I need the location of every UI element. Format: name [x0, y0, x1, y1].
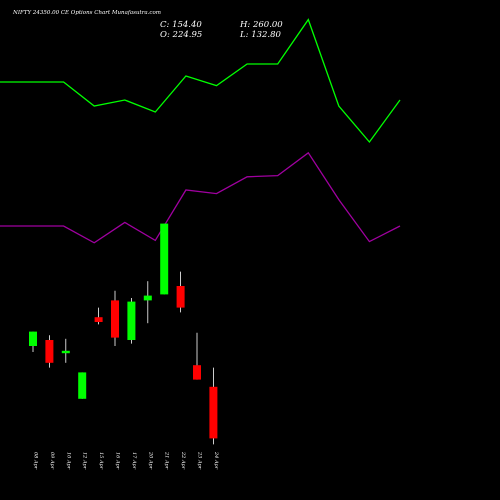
candle-body — [143, 295, 152, 301]
band-lines — [0, 18, 401, 244]
x-tick-label: 16 Apr — [115, 452, 121, 470]
x-tick-label: 10 Apr — [65, 452, 71, 470]
x-tick-label: 08 Apr — [33, 452, 39, 470]
candle-08-apr — [29, 331, 37, 352]
candles — [29, 223, 218, 445]
x-tick-label: 23 Apr — [197, 451, 203, 470]
x-tick-label: 22 Apr — [180, 451, 186, 470]
x-tick-label: 15 Apr — [98, 452, 104, 470]
candle-12-apr — [78, 372, 87, 399]
candle-body — [127, 301, 136, 340]
x-tick-label: 21 Apr — [164, 451, 170, 470]
candle-10-apr — [61, 338, 70, 363]
candle-body — [61, 350, 70, 354]
candle-15-apr — [94, 307, 103, 325]
open-value: O: 224.95 — [160, 30, 202, 40]
candle-16-apr — [111, 290, 119, 346]
candle-24-apr — [209, 367, 218, 445]
candle-body — [78, 372, 87, 399]
candle-20-apr — [143, 281, 152, 324]
high-value: H: 260.00 — [239, 20, 283, 30]
candle-body — [176, 286, 185, 308]
chart-title: NIFTY 24350.00 CE Options Chart Munafasu… — [12, 10, 161, 16]
candle-body — [193, 365, 201, 380]
x-tick-label: 20 Apr — [147, 451, 153, 470]
x-tick-label: 17 Apr — [131, 452, 137, 470]
x-tick-label: 24 Apr — [213, 451, 219, 470]
upper-band-line — [0, 18, 401, 144]
candle-body — [209, 386, 218, 439]
candle-17-apr — [127, 298, 136, 344]
x-tick-label: 12 Apr — [82, 452, 88, 470]
low-value: L: 132.80 — [239, 30, 282, 40]
candle-09-apr — [45, 335, 54, 368]
candle-23-apr — [193, 332, 201, 380]
candle-body — [94, 317, 103, 322]
candle-body — [29, 331, 37, 346]
candle-21-apr — [160, 223, 169, 295]
candle-body — [111, 300, 119, 338]
candle-body — [160, 223, 169, 295]
x-tick-label: 09 Apr — [49, 452, 55, 470]
close-value: C: 154.40 — [160, 20, 202, 30]
candle-22-apr — [176, 271, 185, 313]
candle-body — [45, 340, 54, 363]
x-axis-ticks: 08 Apr 09 Apr 10 Apr 12 Apr 15 Apr 16 Apr 17 A… — [33, 451, 219, 470]
lower-band-line — [0, 151, 401, 244]
